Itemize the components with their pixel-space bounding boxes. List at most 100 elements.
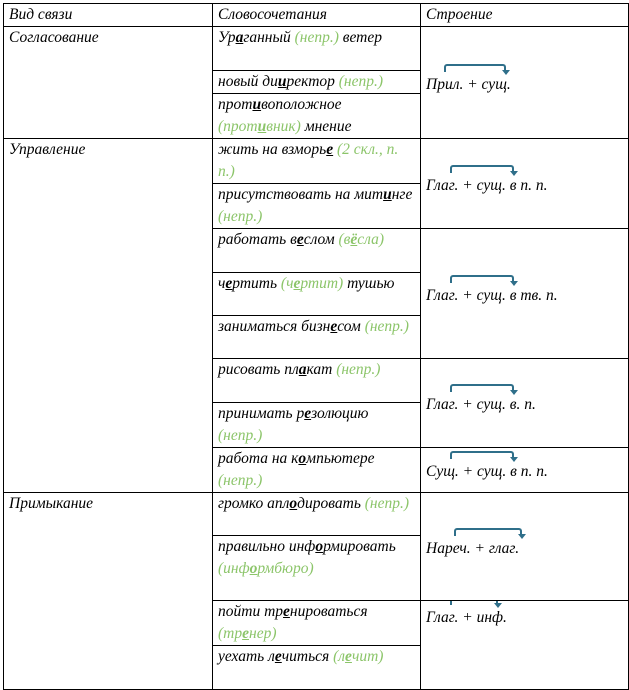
- phrase-note: (непр.): [294, 29, 339, 46]
- stressed-vowel: е: [304, 405, 312, 422]
- phrase-note: (2 скл., п. п.): [218, 141, 399, 180]
- structure: Глаг. + сущ. в тв. п.: [426, 274, 558, 307]
- stressed-vowel: о: [315, 538, 324, 555]
- phrase-text: мнение: [300, 118, 352, 135]
- stressed-vowel: о: [298, 450, 307, 467]
- phrase-note: (ч: [280, 275, 294, 292]
- stressed-vowel: а: [235, 29, 244, 46]
- phrase-cell: противоположное (противник) мнение: [212, 93, 421, 139]
- phrase-note: (непр.): [338, 73, 384, 90]
- phrase-note: (непр.): [336, 361, 381, 378]
- phrase-note: (л: [333, 648, 346, 665]
- phrase-note: (непр.): [218, 472, 263, 489]
- phrase-text: пойти тр: [218, 603, 284, 620]
- header-link-type: Вид связи: [3, 3, 213, 27]
- phrase-cell: новый дииректор (непр.): [212, 70, 421, 94]
- type-adjunction: Примыкание: [3, 492, 213, 690]
- phrase-text: дировать: [297, 495, 365, 512]
- phrase-cell: правильно информировать (информбюро): [212, 535, 421, 601]
- structure: Глаг. + сущ. в. п.: [426, 384, 536, 416]
- phrase-text: мпьютере: [306, 450, 375, 467]
- structure: Глаг. + инф.: [426, 601, 507, 629]
- stressed-vowel: а: [298, 361, 307, 378]
- phrase-text: кат: [306, 361, 337, 378]
- stressed-vowel: е: [242, 625, 249, 642]
- phrase-note: (инф: [218, 560, 250, 577]
- phrase-text: новый ди: [218, 73, 278, 90]
- phrase-text: нге: [391, 186, 413, 203]
- phrase-cell: принимать резолюцию (непр.): [212, 402, 421, 448]
- phrase-note: (непр.): [218, 427, 263, 444]
- stressed-vowel: и: [383, 186, 392, 203]
- phrase-text: громко апл: [218, 495, 290, 512]
- phrase-text: сом: [337, 318, 365, 335]
- stressed-vowel: е: [225, 275, 233, 292]
- word-combination-table: Вид связи Словосочетания Строение Соглас…: [3, 3, 629, 690]
- phrase-text: нироваться: [289, 603, 368, 620]
- phrase-text: заниматься бизн: [218, 318, 331, 335]
- structure-text: Глаг. + сущ. в п. п.: [426, 176, 548, 194]
- phrase-text: работать в: [218, 231, 297, 248]
- phrase-text: работа на к: [218, 450, 299, 467]
- arrow-icon: [444, 63, 510, 75]
- arrow-icon: [454, 527, 526, 539]
- stressed-vowel: е: [326, 141, 334, 158]
- phrase-text: тушью: [343, 275, 395, 292]
- stressed-vowel: е: [296, 231, 304, 248]
- phrase-note: (тр: [218, 625, 243, 642]
- phrase-note: (непр.): [364, 495, 410, 512]
- arrow-icon: [450, 451, 518, 462]
- phrase-note: (непр.): [218, 208, 263, 225]
- phrase-text: присутствовать на мит: [218, 186, 384, 203]
- phrase-cell: чертить (чертит) тушью: [212, 272, 421, 316]
- phrase-note: (непр.): [364, 318, 409, 335]
- stressed-vowel: е: [293, 275, 301, 292]
- phrase-cell: громко аплодировать (непр.): [212, 492, 421, 536]
- structure-text: Глаг. + сущ. в. п.: [426, 396, 536, 413]
- stressed-vowel: о: [249, 560, 258, 577]
- phrase-text: воположное: [261, 96, 342, 113]
- phrase-text: рисовать пл: [218, 361, 299, 378]
- phrase-text: слом: [303, 231, 339, 248]
- phrase-text: жить на взморь: [218, 141, 327, 158]
- phrase-text: принимать р: [218, 405, 305, 422]
- phrase-text: Ур: [218, 29, 236, 46]
- phrase-cell: присутствовать на митинге (непр.): [212, 183, 421, 229]
- phrase-text: читься: [281, 648, 334, 665]
- phrase-note: (в: [338, 231, 351, 248]
- phrase-cell: пойти тренироваться (тренер): [212, 600, 421, 646]
- phrase-text: ветер: [338, 29, 383, 46]
- structure: Глаг. + сущ. в п. п.: [426, 164, 548, 197]
- phrase-cell: жить на взморье (2 скл., п. п.): [212, 138, 421, 184]
- structure: Прил. + сущ.: [426, 63, 511, 96]
- phrase-text: рмировать: [323, 538, 396, 555]
- header-phrases: Словосочетания: [212, 3, 421, 27]
- phrase-note: нер): [249, 625, 277, 642]
- phrase-text: ч: [218, 275, 226, 292]
- stressed-vowel: е: [345, 648, 352, 665]
- arrow-icon: [450, 274, 518, 286]
- stressed-vowel: е: [330, 318, 338, 335]
- phrase-note: сла): [357, 231, 385, 248]
- phrase-text: ганный: [243, 29, 295, 46]
- structure-text: Сущ. + сущ. в п. п.: [426, 463, 548, 480]
- structure-text: Глаг. + инф.: [426, 609, 507, 626]
- phrase-cell: заниматься бизнесом (непр.): [212, 315, 421, 359]
- stressed-vowel: е: [274, 648, 282, 665]
- structure: Нареч. + глаг.: [426, 527, 526, 560]
- phrase-text: прот: [218, 96, 253, 113]
- arrow-icon: [450, 384, 518, 395]
- stressed-vowel: о: [289, 495, 298, 512]
- phrase-cell: рисовать плакат (непр.): [212, 358, 421, 403]
- structure-text: Нареч. + глаг.: [426, 539, 520, 557]
- phrase-note: вник): [266, 118, 301, 135]
- phrase-text: правильно инф: [218, 538, 316, 555]
- stressed-vowel: е: [283, 603, 290, 620]
- phrase-cell: уехать лечиться (лечит): [212, 645, 421, 690]
- phrase-text: ректор: [286, 73, 339, 90]
- type-agreement: Согласование: [3, 26, 213, 139]
- stressed-vowel: и: [257, 118, 267, 135]
- stressed-vowel: и: [252, 96, 262, 113]
- structure: Сущ. + сущ. в п. п.: [426, 451, 548, 483]
- arrow-icon: [450, 164, 518, 176]
